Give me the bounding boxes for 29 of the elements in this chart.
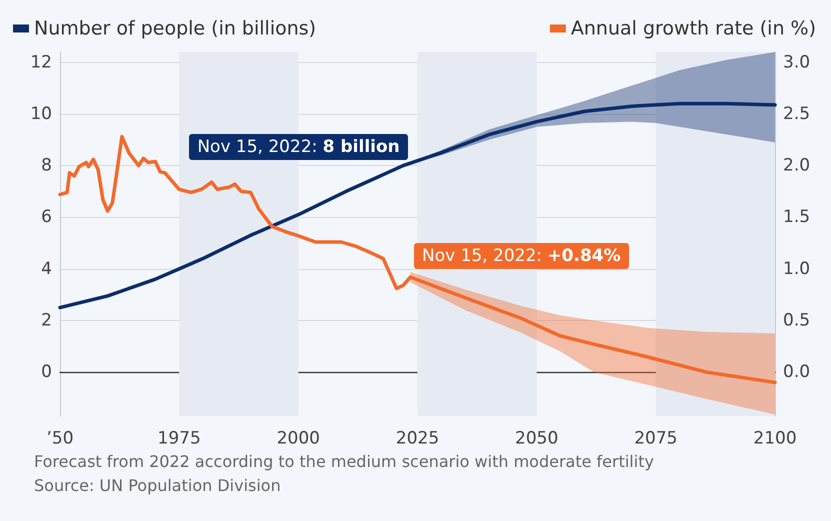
legend-label: Number of people (in billions) xyxy=(34,18,316,40)
y2-tick-label: 1.0 xyxy=(783,258,810,279)
x-tick-label: ’50 xyxy=(46,428,74,448)
x-tick-label: 2100 xyxy=(753,428,797,448)
source-note: Source: UN Population Division xyxy=(34,476,281,495)
y-tick-label: 10 xyxy=(30,104,52,124)
line-series xyxy=(58,134,777,384)
annotation: Nov 15, 2022: +0.84% xyxy=(414,243,629,269)
y2-tick-label: 1.5 xyxy=(783,207,810,228)
x-tick-label: 2000 xyxy=(276,428,320,448)
y-tick-label: 6 xyxy=(41,207,52,228)
y2-tick-label: 0.0 xyxy=(783,362,810,382)
legend-label: Annual growth rate (in %) xyxy=(570,18,816,40)
line-series xyxy=(58,102,777,310)
y2-tick-label: 0.5 xyxy=(783,310,810,330)
x-tick-label: 2075 xyxy=(634,428,678,448)
x-tick-label: 2050 xyxy=(515,428,558,448)
y2-tick-label: 2.5 xyxy=(783,104,810,124)
y-tick-label: 4 xyxy=(41,258,52,279)
y2-tick-label: 3.0 xyxy=(783,52,810,72)
y-tick-label: 12 xyxy=(30,52,52,72)
y-tick-label: 8 xyxy=(41,156,52,176)
text: Forecast from 2022 according to the medium scenario with moderate fertility xyxy=(34,452,654,471)
y-tick-label: 2 xyxy=(41,310,52,330)
y2-tick-label: 2.0 xyxy=(783,156,810,176)
y-tick-label: 0 xyxy=(41,362,52,382)
x-tick-label: 1975 xyxy=(158,428,201,448)
x-tick-label: 2025 xyxy=(396,428,440,448)
annotation: Nov 15, 2022: 8 billion xyxy=(189,134,408,160)
